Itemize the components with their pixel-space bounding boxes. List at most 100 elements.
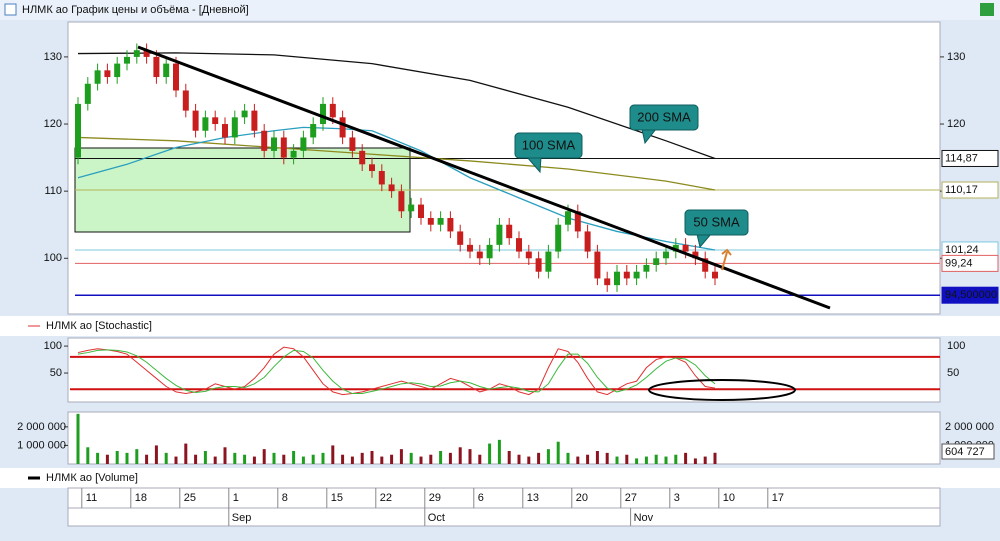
- volume-bar: [272, 452, 276, 464]
- x-tick-label: 10: [723, 492, 735, 504]
- y-tick-label: 130: [44, 51, 62, 63]
- volume-bar: [203, 451, 207, 464]
- volume-bar: [164, 452, 168, 464]
- sma-line: [77, 126, 716, 251]
- candle-body: [290, 150, 297, 158]
- highlight-ellipse: [648, 379, 796, 401]
- title-bar: [0, 0, 1000, 20]
- x-tick-label: 8: [282, 492, 288, 504]
- volume-bar: [86, 447, 90, 464]
- volume-bar: [556, 441, 560, 464]
- volume-bar: [586, 454, 590, 464]
- volume-bar: [154, 445, 158, 464]
- legend-label: НЛМК ао [Volume]: [46, 472, 138, 484]
- volume-panel: [67, 411, 941, 465]
- candle-body: [467, 244, 473, 252]
- month-label: Nov: [634, 512, 654, 524]
- volume-bar: [243, 454, 247, 464]
- volume-bar: [125, 452, 129, 464]
- volume-bar: [390, 454, 394, 464]
- volume-bar: [576, 456, 580, 464]
- candle-body: [506, 224, 513, 239]
- volume-bar: [674, 454, 678, 464]
- callout-box: [629, 104, 699, 131]
- volume-bar: [517, 454, 521, 464]
- candle-body: [280, 137, 287, 158]
- link-icon[interactable]: [980, 3, 994, 16]
- stochastic-legend-bar: [0, 316, 1000, 336]
- candle-body: [623, 271, 630, 279]
- volume-bar: [321, 452, 325, 464]
- volume-bar: [478, 454, 482, 464]
- volume-bar: [145, 454, 149, 464]
- volume-bar: [615, 456, 619, 464]
- candle-body: [398, 191, 405, 212]
- candle-body: [173, 63, 179, 91]
- x-tick-label: 29: [429, 492, 441, 504]
- volume-bar: [625, 454, 629, 464]
- candle-body: [369, 164, 375, 172]
- candle-body: [261, 130, 268, 151]
- candle-body: [241, 110, 248, 118]
- candle-body: [712, 271, 718, 279]
- x-tick-label: 3: [674, 492, 680, 504]
- level-label: 114,87: [945, 152, 978, 164]
- x-tick-label: 6: [478, 492, 484, 504]
- volume-bar: [105, 454, 109, 464]
- candle-body: [574, 211, 581, 232]
- candle-body: [653, 258, 660, 265]
- volume-bar: [341, 454, 345, 464]
- candle-body: [663, 251, 669, 259]
- candle-body: [604, 278, 611, 286]
- level-label: 110,17: [945, 184, 978, 196]
- volume-bar: [252, 456, 256, 464]
- volume-bar: [546, 449, 550, 464]
- callout-label: 100 SMA: [522, 137, 576, 152]
- callout-box: [684, 209, 749, 236]
- volume-bar: [654, 454, 658, 464]
- y-tick-label: 50: [50, 367, 62, 379]
- candle-body: [339, 117, 346, 138]
- volume-bar: [458, 447, 462, 464]
- volume-bar: [399, 449, 403, 464]
- callout-label: 200 SMA: [637, 109, 691, 124]
- candle-body: [594, 251, 601, 279]
- y-tick-label: 120: [44, 118, 62, 130]
- volume-bar: [370, 451, 374, 464]
- x-axis-panel: [67, 487, 941, 527]
- volume-bar: [76, 413, 80, 464]
- x-tick-label: 27: [625, 492, 637, 504]
- volume-bar: [429, 454, 433, 464]
- candle-body: [437, 218, 444, 225]
- y-tick-label: 2 000 000: [17, 421, 66, 433]
- candle-body: [143, 50, 150, 57]
- x-tick-label: 13: [527, 492, 539, 504]
- candle-body: [378, 171, 385, 185]
- candle-body: [672, 244, 679, 252]
- candle-body: [94, 70, 101, 84]
- volume-legend-bar: [0, 468, 1000, 488]
- candle-body: [212, 117, 219, 125]
- candle-body: [388, 184, 395, 192]
- volume-bar: [194, 454, 198, 464]
- candle-body: [182, 90, 189, 111]
- candle-body: [310, 124, 317, 138]
- y-tick-label: 110: [44, 185, 62, 197]
- candle-body: [555, 224, 562, 252]
- x-tick-label: 1: [233, 492, 239, 504]
- x-tick-label: 22: [380, 492, 392, 504]
- candle-body: [231, 117, 238, 138]
- x-tick-label: 25: [184, 492, 196, 504]
- month-label: Oct: [428, 512, 445, 524]
- volume-bar: [213, 456, 217, 464]
- volume-bar: [527, 456, 531, 464]
- volume-bar: [439, 451, 443, 464]
- volume-bar: [262, 449, 266, 464]
- y-tick-label: 1 000 000: [17, 439, 66, 451]
- volume-bar: [693, 458, 697, 464]
- level-label: 101,24: [945, 244, 979, 256]
- candle-body: [163, 63, 170, 78]
- volume-bar: [419, 456, 423, 464]
- level-label-box: [941, 286, 999, 304]
- candle-body: [516, 238, 522, 252]
